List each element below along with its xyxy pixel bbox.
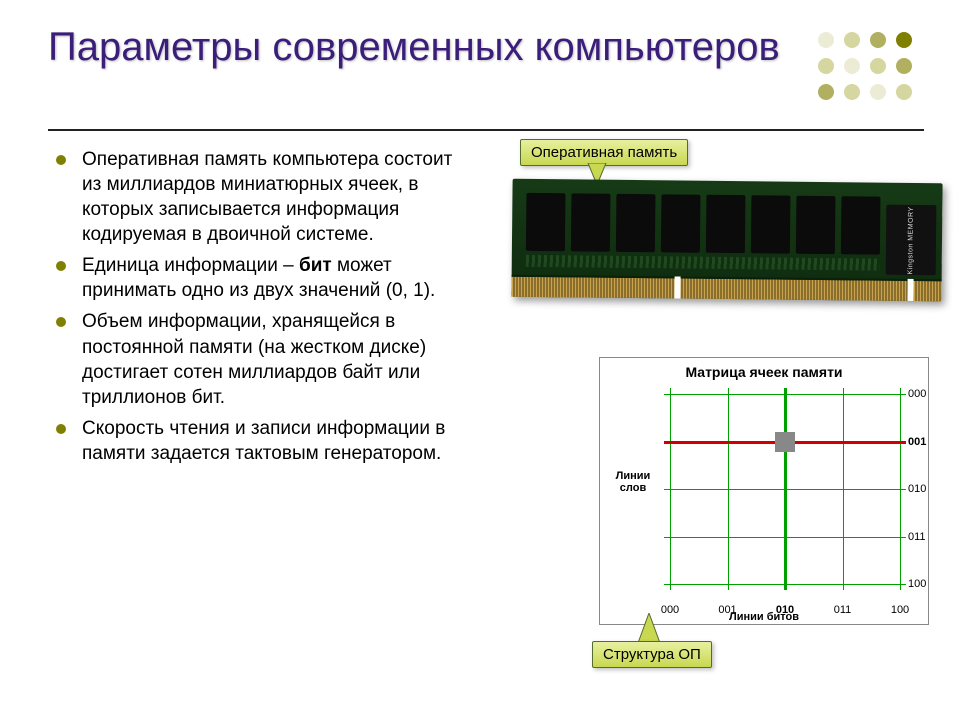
- bullet-item: Оперативная память компьютера состоит из…: [56, 147, 468, 247]
- bullet-item: Скорость чтения и записи информации в па…: [56, 416, 468, 466]
- rows-axis-label: Линии слов: [604, 470, 662, 494]
- slide-title: Параметры современных компьютеров: [48, 24, 802, 70]
- title-rule: [48, 129, 924, 131]
- bullet-item: Объем информации, хранящейся в постоянно…: [56, 309, 468, 409]
- cols-axis-label: Линии битов: [719, 611, 809, 623]
- matrix-col-tick: 011: [834, 604, 852, 616]
- matrix-col-tick: 100: [891, 604, 909, 616]
- bullet-item: Единица информации – бит может принимать…: [56, 253, 468, 303]
- matrix-row-tick: 011: [908, 531, 926, 543]
- matrix-row-tick: 010: [908, 483, 926, 495]
- dot-logo: [814, 24, 924, 119]
- struct-callout-label: Структура ОП: [603, 646, 701, 663]
- figure-area: Оперативная память Kingston MEMORY Матри…: [484, 143, 924, 472]
- matrix-row-tick: 001: [908, 436, 926, 448]
- bullet-list: Оперативная память компьютера состоит из…: [48, 143, 468, 472]
- ram-brand-label: Kingston MEMORY: [907, 206, 915, 274]
- ram-callout: Оперативная память: [520, 139, 688, 166]
- ram-illustration: Kingston MEMORY: [511, 179, 942, 301]
- matrix-title: Матрица ячеек памяти: [600, 364, 928, 380]
- matrix-row-tick: 100: [908, 578, 926, 590]
- matrix-row-tick: 000: [908, 388, 926, 400]
- memory-matrix-diagram: Матрица ячеек памяти Линии слов 000 001 01…: [599, 357, 929, 625]
- struct-callout: Структура ОП: [592, 641, 712, 668]
- ram-callout-label: Оперативная память: [531, 144, 677, 161]
